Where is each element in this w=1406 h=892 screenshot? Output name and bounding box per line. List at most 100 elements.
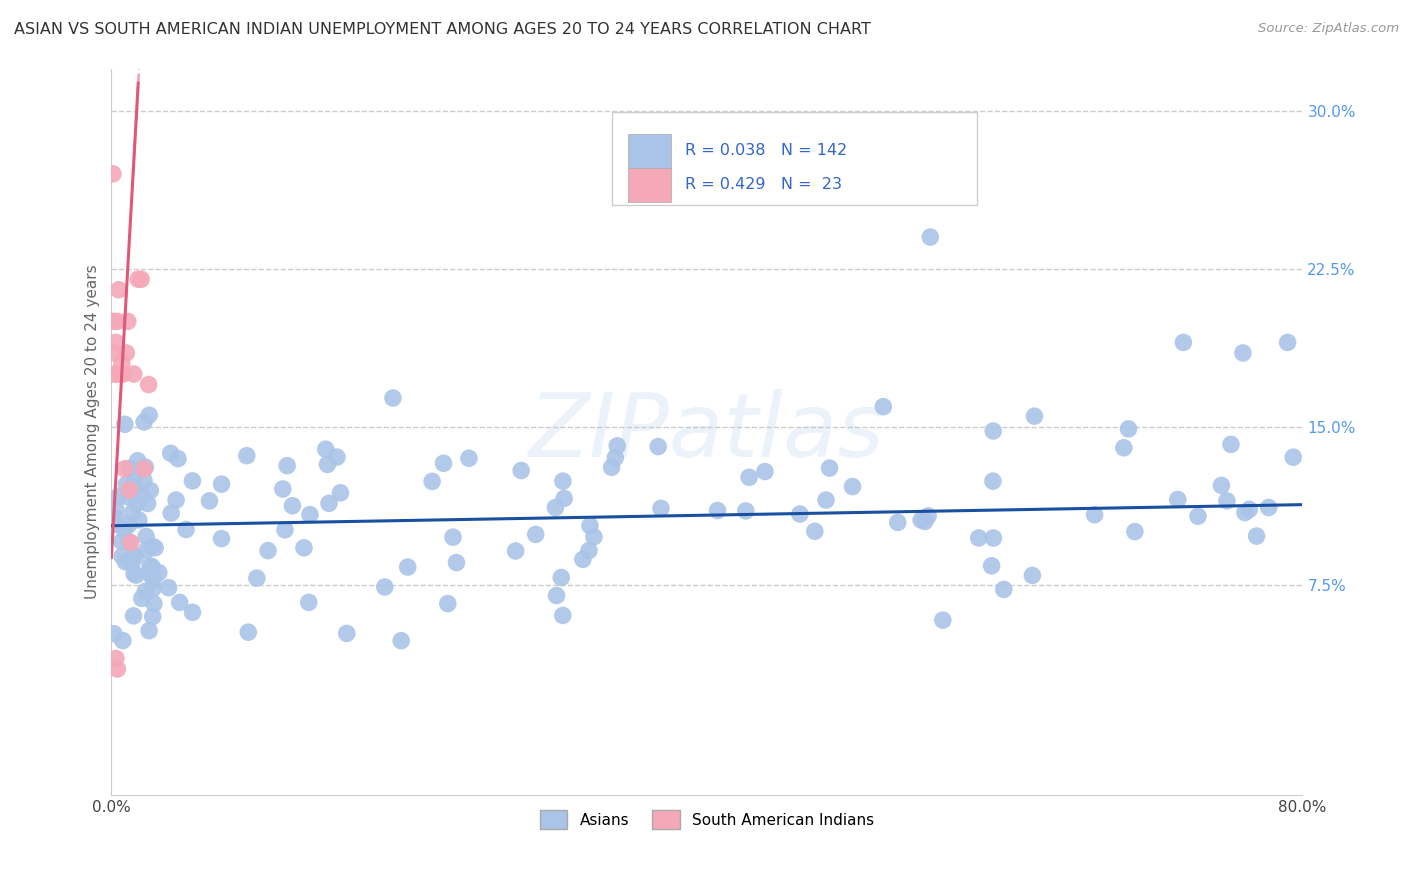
Point bbox=[274, 523, 297, 537]
Point bbox=[336, 626, 359, 640]
Point bbox=[142, 609, 165, 624]
Point bbox=[544, 500, 567, 515]
Point bbox=[917, 508, 939, 523]
Point bbox=[122, 608, 145, 623]
Point bbox=[129, 272, 152, 286]
Point bbox=[980, 558, 1002, 573]
Point bbox=[298, 508, 321, 522]
Point bbox=[124, 472, 146, 486]
Point bbox=[159, 446, 181, 460]
Point bbox=[920, 230, 942, 244]
Point bbox=[167, 451, 190, 466]
Point bbox=[993, 582, 1015, 597]
Point bbox=[606, 439, 628, 453]
Point bbox=[1277, 335, 1299, 350]
Point bbox=[1112, 441, 1135, 455]
Point bbox=[141, 539, 163, 553]
Point bbox=[101, 314, 124, 328]
Point bbox=[105, 662, 128, 676]
Point bbox=[1123, 524, 1146, 539]
Point bbox=[104, 367, 127, 381]
Point bbox=[135, 529, 157, 543]
Point bbox=[329, 485, 352, 500]
Point bbox=[579, 518, 602, 533]
Point bbox=[104, 502, 127, 516]
Point bbox=[381, 391, 404, 405]
Point bbox=[396, 560, 419, 574]
Point bbox=[114, 523, 136, 537]
Point bbox=[118, 483, 141, 497]
Point bbox=[981, 474, 1004, 488]
Point bbox=[734, 504, 756, 518]
Point bbox=[1257, 500, 1279, 515]
Point bbox=[112, 367, 135, 381]
Point bbox=[553, 491, 575, 506]
Point bbox=[138, 377, 160, 392]
Point bbox=[315, 442, 337, 457]
Point bbox=[910, 513, 932, 527]
Point bbox=[181, 474, 204, 488]
Point bbox=[132, 473, 155, 487]
Point bbox=[983, 531, 1005, 545]
Point bbox=[818, 461, 841, 475]
Point bbox=[115, 477, 138, 491]
Point bbox=[236, 449, 259, 463]
Point bbox=[1173, 335, 1195, 350]
Point bbox=[510, 463, 533, 477]
Point bbox=[134, 584, 156, 599]
Point bbox=[706, 503, 728, 517]
Point bbox=[139, 559, 162, 574]
Text: R = 0.038   N = 142: R = 0.038 N = 142 bbox=[685, 144, 846, 159]
Point bbox=[105, 517, 128, 532]
Point bbox=[1233, 506, 1256, 520]
Point bbox=[551, 608, 574, 623]
Point bbox=[128, 513, 150, 527]
Point bbox=[122, 549, 145, 563]
Point bbox=[647, 440, 669, 454]
Point bbox=[211, 477, 233, 491]
Point bbox=[1211, 478, 1233, 492]
Point bbox=[138, 566, 160, 580]
Point bbox=[841, 480, 863, 494]
Point bbox=[1021, 568, 1043, 582]
Point bbox=[110, 367, 132, 381]
Point bbox=[131, 591, 153, 606]
Point bbox=[105, 511, 128, 525]
Point bbox=[118, 535, 141, 549]
Point bbox=[316, 458, 339, 472]
Point bbox=[458, 451, 481, 466]
Point bbox=[814, 493, 837, 508]
Point bbox=[134, 460, 156, 475]
Point bbox=[550, 570, 572, 584]
Point bbox=[103, 626, 125, 640]
Point bbox=[1239, 502, 1261, 516]
Point bbox=[135, 543, 157, 558]
Point bbox=[1232, 346, 1254, 360]
Point bbox=[136, 497, 159, 511]
Point bbox=[125, 496, 148, 510]
Point bbox=[122, 367, 145, 381]
Point bbox=[1084, 508, 1107, 522]
Point bbox=[169, 595, 191, 609]
Point bbox=[246, 571, 269, 585]
Point bbox=[887, 516, 910, 530]
Point bbox=[142, 582, 165, 596]
Point bbox=[121, 506, 143, 520]
Legend: Asians, South American Indians: Asians, South American Indians bbox=[534, 805, 880, 835]
Point bbox=[789, 507, 811, 521]
Point bbox=[436, 597, 458, 611]
Point bbox=[650, 501, 672, 516]
Point bbox=[127, 272, 149, 286]
Point bbox=[118, 461, 141, 475]
Point bbox=[872, 400, 894, 414]
Point bbox=[104, 335, 127, 350]
Point bbox=[121, 557, 143, 571]
Point bbox=[932, 613, 955, 627]
Point bbox=[118, 517, 141, 532]
Point bbox=[160, 506, 183, 520]
Point bbox=[127, 454, 149, 468]
Point bbox=[441, 530, 464, 544]
Point bbox=[1187, 509, 1209, 524]
Point bbox=[446, 556, 468, 570]
Point bbox=[318, 496, 340, 510]
